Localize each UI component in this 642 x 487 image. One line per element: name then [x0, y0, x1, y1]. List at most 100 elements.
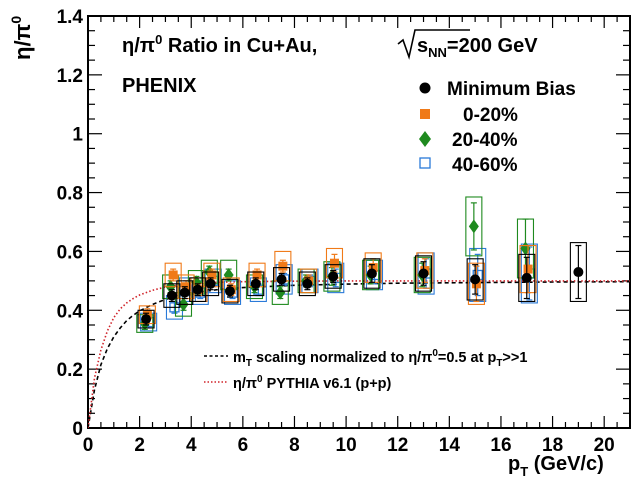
x-tick-label: 16: [490, 435, 511, 456]
data-points: [136, 196, 587, 333]
sys-error-box: [467, 262, 485, 305]
sys-error-box: [163, 283, 181, 308]
sys-error-box: [518, 253, 536, 303]
legend-label-minbias: Minimum Bias: [447, 79, 576, 100]
point-minbias: [328, 271, 339, 282]
point-minbias: [366, 268, 377, 279]
curve-legend: mT scaling normalized to η/π0=0.5 at pT>…: [204, 348, 527, 392]
sys-error-box: [414, 255, 433, 292]
point-minbias: [302, 278, 313, 289]
sys-error-box: [363, 258, 381, 289]
sys-error-box: [273, 267, 291, 292]
curve-legend-part: 0: [432, 348, 438, 359]
x-tick-label: 8: [289, 435, 300, 456]
sys-error-box: [569, 242, 587, 303]
x-axis-label: pT (GeV/c): [508, 453, 604, 479]
x-tick-label: 14: [439, 435, 461, 456]
point-20-40: [468, 219, 479, 234]
y-tick-label: 0.2: [57, 360, 83, 381]
curve-legend-part: 0: [257, 374, 263, 385]
xlabel-sub: T: [520, 464, 528, 479]
sys-error-box: [247, 271, 265, 297]
model-curves: [88, 280, 630, 428]
sys-error-box: [221, 278, 239, 304]
legend-label-0-20: 0-20%: [463, 105, 518, 126]
point-0-20: [368, 263, 378, 273]
axes: [87, 15, 631, 429]
mt-scaling-curve: [88, 280, 630, 428]
x-tick-label: 4: [186, 435, 197, 456]
point-minbias: [141, 314, 152, 325]
point-minbias: [179, 287, 190, 298]
sys-error-box: [416, 252, 434, 289]
sqrt-sign: [397, 29, 470, 60]
y-axis-label: η/π0: [8, 16, 35, 60]
title-sqrt-s: s: [417, 35, 428, 57]
xlabel-p: p: [508, 453, 520, 475]
curve-legend-part: m: [233, 350, 246, 366]
curve-legend-part: PYTHIA v6.1 (p+p): [263, 376, 392, 392]
point-minbias: [470, 274, 481, 285]
point-20-40: [275, 285, 286, 300]
sys-error-box: [222, 277, 240, 303]
y-tick-label: 0: [72, 419, 83, 440]
ylabel-main: η/π: [10, 23, 35, 60]
legend-label-40-60: 40-60%: [452, 155, 518, 176]
curve-legend-part: T: [496, 358, 502, 369]
sys-error-box: [413, 256, 431, 294]
point-0-20: [252, 270, 262, 280]
chart-title: η/π0 Ratio in Cu+Au,: [122, 32, 317, 57]
sys-error-box: [520, 243, 538, 304]
point-minbias: [250, 278, 261, 289]
sys-error-box: [298, 271, 316, 297]
point-0-20: [278, 261, 288, 271]
point-minbias: [573, 267, 584, 278]
x-tick-label: 6: [238, 435, 249, 456]
experiment-label: PHENIX: [122, 75, 197, 97]
y-tick-label: 1: [72, 125, 83, 146]
point-minbias: [166, 290, 177, 301]
y-tick-label: 0.8: [57, 184, 83, 205]
legend-label-mt-scaling: mT scaling normalized to η/π0=0.5 at pT>…: [233, 348, 527, 369]
legend-label-pythia: η/π0 PYTHIA v6.1 (p+p): [233, 374, 392, 392]
sys-error-box: [223, 280, 242, 305]
curve-legend-part: >>1: [502, 350, 527, 366]
sys-error-box: [202, 271, 220, 297]
y-tick-label: 0.4: [57, 301, 84, 322]
title-main: η/π: [122, 35, 155, 57]
x-tick-label: 2: [134, 435, 145, 456]
ylabel-sup: 0: [8, 16, 24, 24]
sys-error-box: [324, 264, 342, 289]
xlabel-rest: (GeV/c): [528, 453, 604, 475]
x-tick-label: 12: [387, 435, 408, 456]
legend-marker-20-40: [419, 131, 431, 147]
point-0-20: [207, 270, 217, 280]
marker-legend: Minimum Bias 0-20% 20-40% 40-60%: [419, 79, 576, 176]
curve-legend-part: =0.5 at p: [438, 350, 497, 366]
point-minbias: [224, 286, 235, 297]
point-minbias: [205, 278, 216, 289]
legend-label-20-40: 20-40%: [452, 130, 518, 151]
point-0-20: [523, 264, 533, 274]
sys-error-box: [466, 258, 484, 301]
point-minbias: [192, 284, 203, 295]
x-tick-label: 0: [83, 435, 94, 456]
point-minbias: [521, 272, 532, 283]
curve-legend-part: η/π: [233, 376, 257, 392]
sys-error-box: [176, 280, 194, 305]
pythia-curve: [88, 280, 630, 428]
point-0-20: [168, 270, 178, 280]
sys-error-box: [300, 268, 318, 294]
y-tick-label: 1.2: [57, 66, 83, 87]
sys-error-box: [362, 259, 380, 291]
title-energy-value: =200 GeV: [447, 35, 538, 57]
point-minbias: [418, 268, 429, 279]
x-tick-label: 10: [336, 435, 357, 456]
legend-marker-0-20: [420, 109, 430, 119]
title-sup: 0: [155, 32, 162, 47]
sys-error-box: [137, 309, 155, 329]
y-tick-label: 1.4: [57, 7, 84, 28]
y-tick-label: 0.6: [57, 242, 83, 263]
curve-legend-part: T: [246, 358, 252, 369]
